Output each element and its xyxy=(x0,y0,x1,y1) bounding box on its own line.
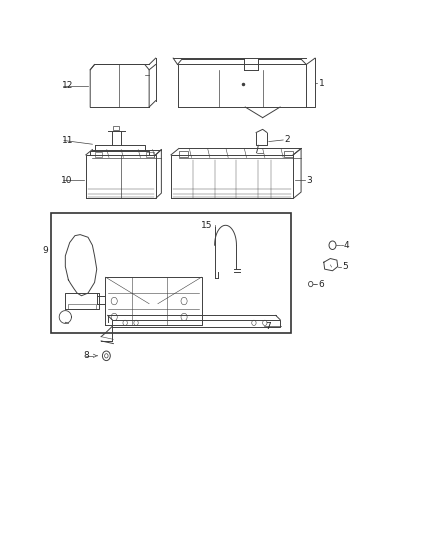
Bar xyxy=(113,126,120,131)
Text: 10: 10 xyxy=(61,176,72,185)
Text: 5: 5 xyxy=(343,262,348,271)
Text: 11: 11 xyxy=(62,136,73,145)
Text: 3: 3 xyxy=(306,176,312,185)
Text: 6: 6 xyxy=(318,279,324,288)
Text: 2: 2 xyxy=(285,135,290,144)
Bar xyxy=(146,152,153,157)
Bar xyxy=(51,213,291,333)
Text: 15: 15 xyxy=(201,221,212,230)
Bar xyxy=(179,151,188,157)
Text: 7: 7 xyxy=(265,321,271,330)
Text: 8: 8 xyxy=(84,351,89,360)
Text: 1: 1 xyxy=(318,78,324,87)
Bar xyxy=(284,151,293,157)
Text: 4: 4 xyxy=(343,241,349,250)
Text: 9: 9 xyxy=(42,246,48,255)
Text: 12: 12 xyxy=(62,81,73,90)
Bar xyxy=(95,152,102,157)
